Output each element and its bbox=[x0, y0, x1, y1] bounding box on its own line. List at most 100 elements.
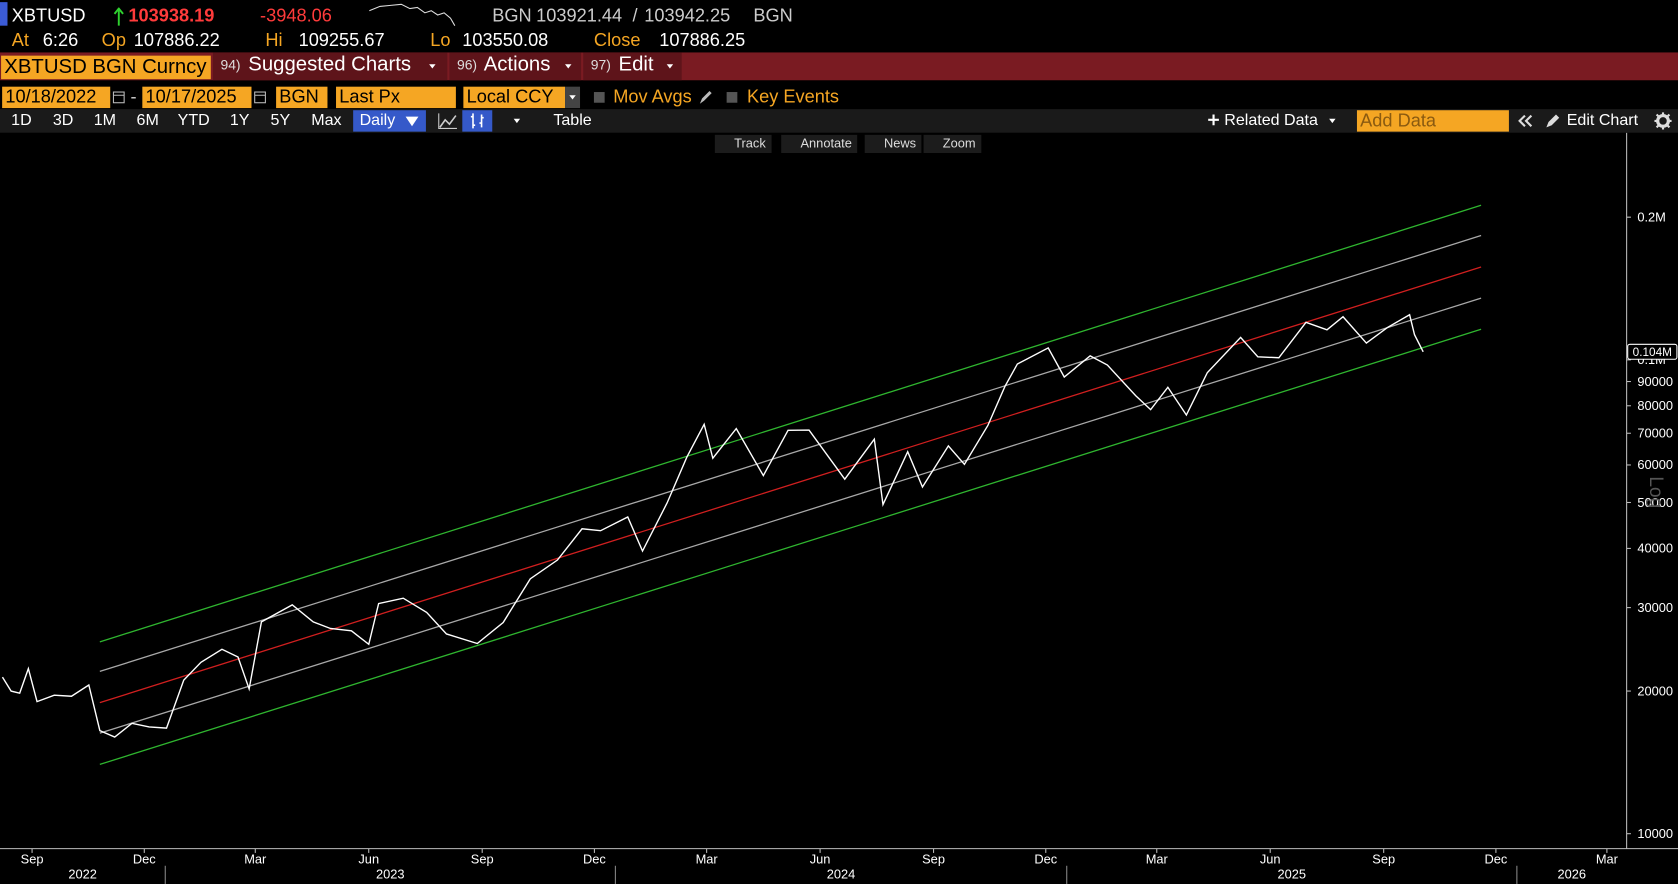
ask: 103942.25 bbox=[644, 5, 731, 26]
x-tick-label: Jun bbox=[358, 852, 379, 867]
pencil-icon[interactable] bbox=[698, 89, 713, 106]
x-tick-label: Sep bbox=[471, 852, 494, 867]
collapse-icon[interactable] bbox=[1516, 112, 1533, 129]
y-tick-label: 30000 bbox=[1637, 600, 1673, 615]
menu-label: Actions bbox=[483, 53, 551, 76]
source-box[interactable]: BGN bbox=[276, 86, 328, 109]
bid: 103921.44 bbox=[536, 5, 623, 26]
y-tick-label: 40000 bbox=[1637, 541, 1673, 556]
period-button[interactable]: 1D bbox=[11, 111, 32, 130]
period-button[interactable]: 1Y bbox=[229, 111, 250, 130]
x-tick-label: Dec bbox=[1034, 852, 1057, 867]
news-tool[interactable]: News bbox=[864, 134, 922, 154]
calendar-icon[interactable] bbox=[254, 90, 267, 104]
x-tick-label: Dec bbox=[1484, 852, 1507, 867]
y-tick-label: 90000 bbox=[1637, 374, 1673, 389]
y-tick-label: 10000 bbox=[1637, 826, 1673, 841]
period-button[interactable]: Max bbox=[311, 111, 342, 130]
menu-number: 96) bbox=[456, 56, 478, 73]
field-box[interactable]: Last Px bbox=[336, 86, 456, 109]
settings-icon[interactable] bbox=[1653, 111, 1672, 130]
channel-line bbox=[99, 266, 1482, 704]
checkbox[interactable] bbox=[593, 92, 605, 103]
x-tick-label: Dec bbox=[583, 852, 606, 867]
ask-source: BGN bbox=[753, 5, 793, 26]
at-label: At bbox=[11, 29, 29, 51]
last-price-box bbox=[1627, 343, 1678, 360]
high: 109255.67 bbox=[298, 29, 385, 51]
edit-chart[interactable]: Edit Chart bbox=[1566, 111, 1639, 130]
time: 6:26 bbox=[42, 29, 79, 51]
period-button[interactable]: 6M bbox=[136, 111, 159, 130]
y-tick-label: 70000 bbox=[1637, 426, 1673, 441]
x-tick-label: Dec bbox=[133, 852, 156, 867]
period-button[interactable]: 3D bbox=[52, 111, 74, 130]
year-label: 2023 bbox=[376, 867, 405, 882]
plus-icon[interactable] bbox=[1207, 113, 1220, 126]
x-tick-label: Mar bbox=[1146, 852, 1169, 867]
currency-box[interactable]: Local CCY bbox=[463, 86, 566, 109]
separator: / bbox=[632, 5, 638, 26]
date-dash: - bbox=[130, 86, 137, 108]
channel-line bbox=[99, 297, 1482, 734]
key-events[interactable]: Key Events bbox=[746, 86, 839, 108]
y-tick-label: 60000 bbox=[1637, 457, 1673, 472]
ticker-flag bbox=[0, 2, 8, 26]
period-button[interactable]: 1M bbox=[93, 111, 117, 130]
menu-item[interactable]: 96) Actions bbox=[449, 52, 582, 81]
x-tick-label: Sep bbox=[21, 852, 44, 867]
channel-line bbox=[99, 234, 1482, 673]
start-date[interactable]: 10/18/2022 bbox=[2, 86, 111, 109]
last-price: 103938.19 bbox=[128, 5, 215, 26]
x-tick-label: Sep bbox=[1372, 852, 1395, 867]
currency-dropdown[interactable] bbox=[565, 86, 581, 109]
calendar-icon[interactable] bbox=[112, 90, 125, 104]
period-button[interactable]: 5Y bbox=[270, 111, 291, 130]
menu-item[interactable]: 94) Suggested Charts bbox=[212, 52, 448, 81]
year-label: 2025 bbox=[1278, 867, 1307, 882]
x-tick-label: Mar bbox=[244, 852, 267, 867]
ticker: XBTUSD bbox=[11, 5, 86, 26]
frequency-label: Daily bbox=[359, 111, 396, 130]
x-tick-label: Jun bbox=[1260, 852, 1281, 867]
table-button[interactable]: Table bbox=[553, 111, 592, 130]
line-chart-icon[interactable] bbox=[437, 111, 458, 130]
x-tick-label: Sep bbox=[922, 852, 945, 867]
channel-line bbox=[99, 328, 1482, 766]
open: 107886.22 bbox=[133, 29, 220, 51]
y-tick-label: 20000 bbox=[1637, 683, 1673, 698]
last-price-label: 0.104M bbox=[1633, 346, 1672, 359]
end-date[interactable]: 10/17/2025 bbox=[142, 86, 252, 109]
pencil-icon[interactable] bbox=[1544, 112, 1561, 129]
net-change: -3948.06 bbox=[260, 5, 332, 26]
security-box[interactable]: XBTUSD BGN Curncy bbox=[1, 55, 211, 80]
menu-number: 94) bbox=[220, 56, 241, 73]
related-data[interactable]: Related Data bbox=[1224, 111, 1318, 130]
high-label: Hi bbox=[265, 29, 283, 51]
track-tool[interactable]: Track bbox=[714, 134, 772, 154]
y-tick-label: 0.2M bbox=[1637, 209, 1666, 224]
scale-label: Log bbox=[1645, 476, 1666, 508]
x-tick-label: Jun bbox=[810, 852, 831, 867]
channel-line bbox=[99, 204, 1482, 643]
add-data[interactable]: Add Data bbox=[1356, 110, 1509, 132]
zoom-tool[interactable]: Zoom bbox=[923, 134, 981, 154]
menu-label: Edit bbox=[618, 53, 654, 76]
close: 107886.25 bbox=[659, 29, 746, 51]
period-button[interactable]: YTD bbox=[177, 111, 210, 130]
x-tick-label: Mar bbox=[696, 852, 719, 867]
y-tick-label: 50000 bbox=[1637, 495, 1673, 510]
year-label: 2026 bbox=[1557, 867, 1586, 882]
year-label: 2022 bbox=[68, 867, 97, 882]
open-label: Op bbox=[101, 29, 126, 51]
mov-avgs[interactable]: Mov Avgs bbox=[613, 86, 692, 108]
annotate-tool[interactable]: Annotate bbox=[781, 134, 858, 154]
checkbox[interactable] bbox=[726, 92, 738, 103]
low-label: Lo bbox=[430, 29, 451, 51]
bar-chart-icon[interactable] bbox=[462, 110, 493, 132]
menu-item[interactable]: 97) Edit bbox=[583, 52, 682, 81]
menu-number: 97) bbox=[590, 56, 611, 73]
frequency-button[interactable]: Daily bbox=[353, 110, 426, 132]
close-label: Close bbox=[593, 29, 641, 51]
